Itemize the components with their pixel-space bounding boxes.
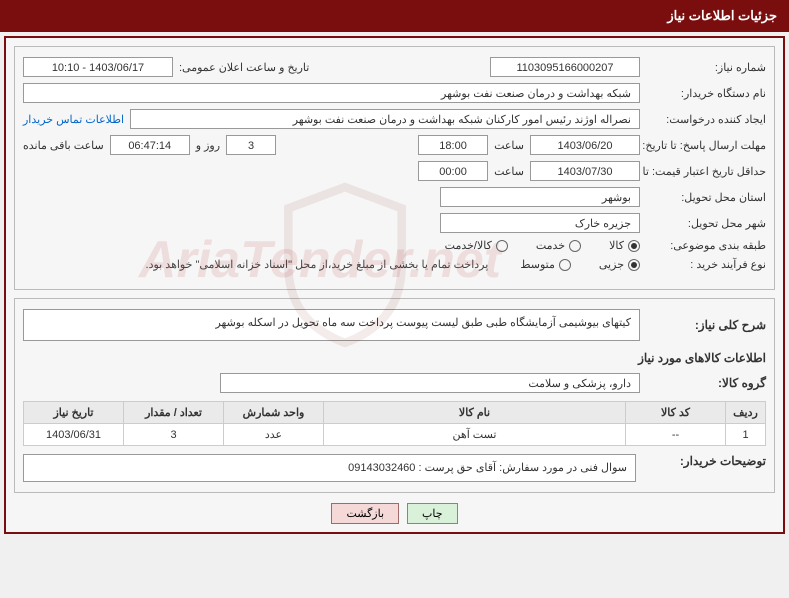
radio-medium[interactable] [559,259,571,271]
radio-minor[interactable] [628,259,640,271]
purchase-note: پرداخت تمام یا بخشی از مبلغ خرید،از محل … [146,258,489,271]
label-req-no: شماره نیاز: [646,61,766,74]
th-unit: واحد شمارش [224,402,324,424]
label-requester: ایجاد کننده درخواست: [646,113,766,126]
label-city: شهر محل تحویل: [646,217,766,230]
footer-buttons: چاپ بازگشت [14,503,775,524]
description-section: شرح کلی نیاز: کیتهای بیوشیمی آزمایشگاه ط… [14,298,775,493]
label-province: استان محل تحویل: [646,191,766,204]
print-button[interactable]: چاپ [407,503,458,524]
field-buyer-notes: سوال فنی در مورد سفارش: آقای حق پرست : 0… [23,454,636,482]
th-row: ردیف [726,402,766,424]
cell-code: -- [626,424,726,446]
label-min-validity: حداقل تاریخ اعتبار قیمت: تا تاریخ: [646,165,766,178]
category-radio-group: کالا خدمت کالا/خدمت [445,239,640,252]
radio-service[interactable] [569,240,581,252]
items-table: ردیف کد کالا نام کالا واحد شمارش تعداد /… [23,401,766,446]
label-buyer-notes: توضیحات خریدار: [646,454,766,468]
field-goods-group: دارو، پزشکی و سلامت [220,373,640,393]
field-general-desc: کیتهای بیوشیمی آزمایشگاه طبی طبق لیست پی… [23,309,640,341]
outer-frame: شماره نیاز: 1103095166000207 تاریخ و ساع… [4,36,785,534]
th-qty: تعداد / مقدار [124,402,224,424]
items-section-title: اطلاعات کالاهای مورد نیاز [23,351,766,365]
field-days-left: 3 [226,135,276,155]
label-time2: ساعت [494,165,524,178]
purchase-type-radio-group: جزیی متوسط [520,258,640,271]
field-validity-time: 00:00 [418,161,488,181]
th-name: نام کالا [324,402,626,424]
field-buyer-org: شبکه بهداشت و درمان صنعت نفت بوشهر [23,83,640,103]
cell-qty: 3 [124,424,224,446]
field-city: جزیره خارک [440,213,640,233]
field-validity-date: 1403/07/30 [530,161,640,181]
radio-goods-service-label: کالا/خدمت [445,239,492,252]
link-buyer-contact[interactable]: اطلاعات تماس خریدار [23,113,124,126]
field-deadline-date: 1403/06/20 [530,135,640,155]
field-deadline-time: 18:00 [418,135,488,155]
th-code: کد کالا [626,402,726,424]
field-announce-dt: 1403/06/17 - 10:10 [23,57,173,77]
cell-row: 1 [726,424,766,446]
label-remaining: ساعت باقی مانده [23,139,104,152]
label-time1: ساعت [494,139,524,152]
back-button[interactable]: بازگشت [331,503,399,524]
label-announce-dt: تاریخ و ساعت اعلان عمومی: [179,61,309,74]
radio-service-label: خدمت [536,239,565,252]
cell-name: تست آهن [324,424,626,446]
radio-goods-service[interactable] [496,240,508,252]
radio-goods[interactable] [628,240,640,252]
details-form: شماره نیاز: 1103095166000207 تاریخ و ساع… [14,46,775,290]
th-date: تاریخ نیاز [24,402,124,424]
radio-minor-label: جزیی [599,258,624,271]
field-requester: نصراله اوژند رئیس امور کارکنان شبکه بهدا… [130,109,640,129]
field-time-left: 06:47:14 [110,135,190,155]
label-general-desc: شرح کلی نیاز: [646,318,766,332]
label-category: طبقه بندی موضوعی: [646,239,766,252]
label-buyer-org: نام دستگاه خریدار: [646,87,766,100]
radio-medium-label: متوسط [520,258,555,271]
table-row: 1 -- تست آهن عدد 3 1403/06/31 [24,424,766,446]
radio-goods-label: کالا [609,239,624,252]
label-goods-group: گروه کالا: [646,376,766,390]
cell-unit: عدد [224,424,324,446]
label-deadline: مهلت ارسال پاسخ: تا تاریخ: [646,139,766,152]
label-purchase-type: نوع فرآیند خرید : [646,258,766,271]
cell-date: 1403/06/31 [24,424,124,446]
field-req-no: 1103095166000207 [490,57,640,77]
label-days-and: روز و [196,139,220,152]
field-province: بوشهر [440,187,640,207]
panel-title: جزئیات اطلاعات نیاز [0,0,789,32]
